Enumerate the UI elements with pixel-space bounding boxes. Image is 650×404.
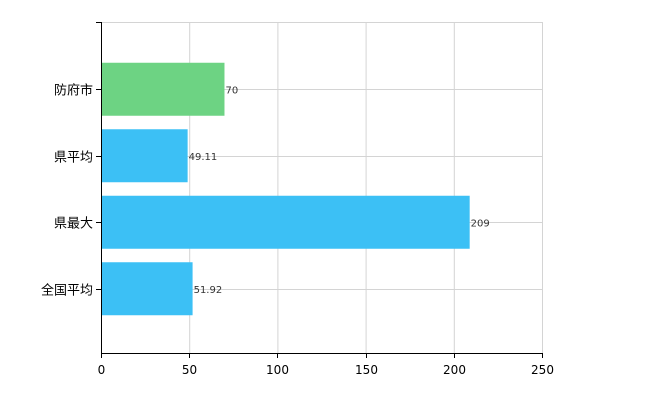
y-tick-label: 全国平均 [41,283,93,299]
bars-layer [102,62,470,316]
y-tick-label: 県平均 [54,151,93,166]
x-tick-label: 100 [266,363,289,377]
x-tick-label: 250 [531,363,554,377]
bar-value-label: 51.92 [194,285,223,296]
y-tick-label: 県最大 [54,217,93,232]
bar [102,62,225,116]
x-tick-label: 50 [182,363,197,377]
bar [102,262,193,316]
x-tick-label: 0 [98,363,106,377]
x-tick-label: 150 [355,363,378,377]
bar-value-label: 209 [471,218,490,229]
axis-layer [96,22,543,358]
bar [102,129,188,183]
y-tick-label: 防府市 [54,83,93,99]
x-tick-label: 200 [443,363,466,377]
bar-value-label: 49.11 [189,152,218,163]
bar-value-label: 70 [225,85,238,96]
bar [102,195,470,249]
